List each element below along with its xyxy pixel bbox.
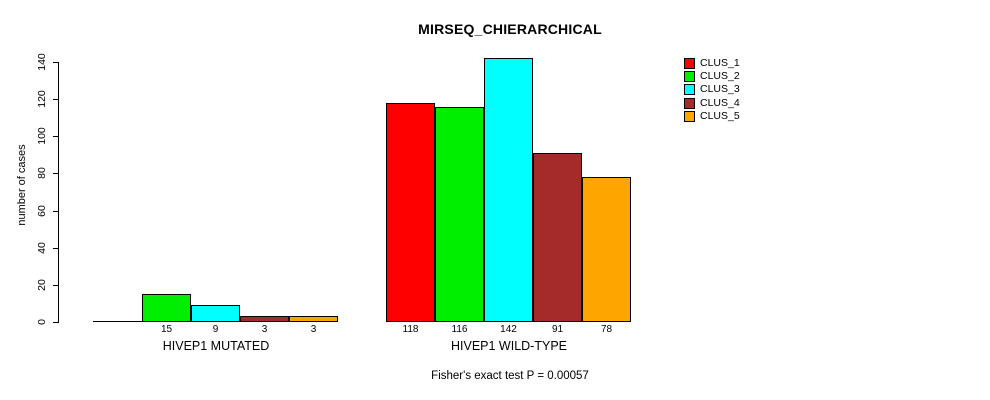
y-axis-tick [53,136,59,137]
bar-value-label: 118 [402,324,419,335]
y-axis-tick [53,248,59,249]
legend-label: CLUS_5 [700,109,740,122]
legend-entry-clus-2: CLUS_2 [684,70,740,83]
legend-label: CLUS_4 [700,96,740,109]
bar-value-label: 15 [160,324,173,335]
bar-clus_3 [484,58,533,322]
legend-swatch-clus-2 [684,71,695,83]
bar-clus_4 [533,153,582,322]
y-axis-tick [53,285,59,286]
legend-swatch-clus-4 [684,97,695,109]
bar-value-label: 142 [500,324,517,335]
legend: CLUS_1 CLUS_2 CLUS_3 CLUS_4 CLUS_5 [684,57,740,123]
y-axis-tick [53,211,59,212]
legend-label: CLUS_3 [700,83,740,96]
bar-value-label: 3 [261,324,268,335]
bar-value-label: 9 [212,324,219,335]
category-label-hivep1-wild-type: HIVEP1 WILD-TYPE [451,339,567,353]
bar-value-label: 78 [600,324,613,335]
category-label-hivep1-mutated: HIVEP1 MUTATED [162,339,270,353]
y-axis-tick [53,62,59,63]
y-tick-label: 20 [36,279,48,291]
legend-swatch-clus-1 [684,58,695,70]
bar-clus_5 [289,316,338,322]
bar-clus_4 [240,316,289,322]
y-tick-label: 0 [36,319,48,325]
y-tick-label: 60 [36,205,48,217]
bar-clus_2 [142,294,191,322]
legend-entry-clus-4: CLUS_4 [684,97,740,110]
y-tick-label: 140 [36,53,48,71]
y-axis-tick [53,322,59,323]
bar-clus_3 [191,305,240,322]
y-axis-tick [53,173,59,174]
bar-value-label: 91 [551,324,564,335]
legend-swatch-clus-3 [684,84,695,96]
annotation-fisher-test: Fisher's exact test P = 0.00057 [431,370,589,382]
bar-value-label: 116 [451,324,468,335]
legend-entry-clus-3: CLUS_3 [684,83,740,96]
bar-clus_1 [93,321,142,322]
y-axis-title: number of cases [16,144,28,226]
legend-label: CLUS_1 [700,57,740,70]
bar-clus_5 [582,177,631,322]
bar-clus_2 [435,107,484,322]
legend-swatch-clus-5 [684,110,695,122]
y-tick-label: 120 [36,90,48,108]
chart-title: MIRSEQ_CHIERARCHICAL [418,21,602,37]
y-tick-label: 40 [36,242,48,254]
legend-label: CLUS_2 [700,70,740,83]
y-axis-line [58,62,59,323]
y-tick-label: 100 [36,127,48,145]
bar-value-label: 3 [310,324,317,335]
y-axis-tick [53,99,59,100]
legend-entry-clus-1: CLUS_1 [684,57,740,70]
y-tick-label: 80 [36,167,48,179]
legend-entry-clus-5: CLUS_5 [684,110,740,123]
bar-clus_1 [386,103,435,322]
